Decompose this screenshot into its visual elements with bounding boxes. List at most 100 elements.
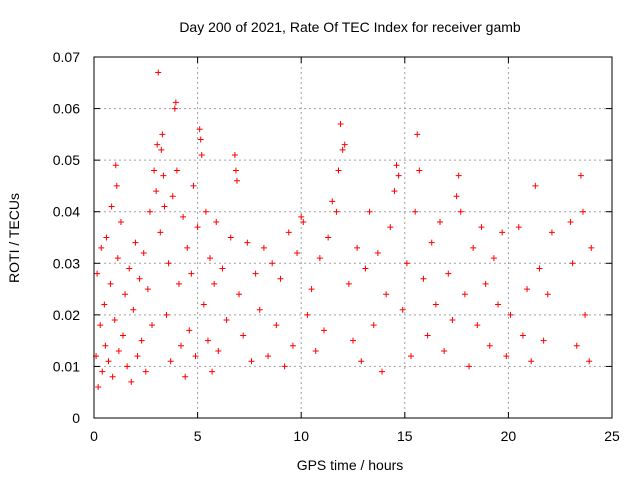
- data-point: [478, 224, 485, 231]
- data-point: [588, 244, 595, 251]
- data-point: [157, 229, 164, 236]
- data-point: [341, 141, 348, 148]
- data-point: [130, 306, 137, 313]
- data-point: [399, 306, 406, 313]
- grid-lines: [94, 57, 612, 418]
- chart-title: Day 200 of 2021, Rate Of TEC Index for r…: [179, 19, 521, 35]
- data-point: [109, 373, 116, 380]
- x-tick-label: 25: [604, 428, 620, 444]
- data-point: [140, 249, 147, 256]
- data-point: [120, 332, 127, 339]
- data-point: [486, 342, 493, 349]
- data-point: [149, 322, 156, 329]
- data-point: [499, 229, 506, 236]
- data-point: [105, 358, 112, 365]
- data-point: [495, 301, 502, 308]
- data-point: [248, 358, 255, 365]
- data-point: [412, 208, 419, 215]
- data-point: [490, 255, 497, 262]
- data-point: [165, 260, 172, 267]
- y-tick-label: 0: [72, 410, 80, 426]
- data-point: [103, 234, 110, 241]
- data-point: [240, 332, 247, 339]
- data-point: [567, 219, 574, 226]
- data-point: [414, 131, 421, 138]
- data-point: [441, 347, 448, 354]
- data-point: [200, 301, 207, 308]
- data-point: [124, 363, 131, 370]
- data-point: [180, 213, 187, 220]
- data-point: [213, 219, 220, 226]
- data-point: [128, 378, 135, 385]
- data-point: [437, 219, 444, 226]
- data-point: [432, 301, 439, 308]
- data-point: [111, 317, 118, 324]
- data-point: [374, 249, 381, 256]
- data-point: [108, 203, 115, 210]
- data-point: [269, 260, 276, 267]
- y-tick-label: 0.06: [53, 101, 80, 117]
- data-point: [167, 358, 174, 365]
- x-tick-label: 15: [397, 428, 413, 444]
- data-point: [582, 311, 589, 318]
- data-point: [337, 121, 344, 128]
- data-point: [424, 332, 431, 339]
- data-point: [393, 162, 400, 169]
- data-point: [329, 198, 336, 205]
- data-point: [379, 368, 386, 375]
- data-point: [298, 213, 305, 220]
- data-point: [112, 162, 119, 169]
- data-point: [366, 208, 373, 215]
- data-point: [507, 311, 514, 318]
- data-point: [383, 291, 390, 298]
- data-point: [408, 353, 415, 360]
- data-point: [115, 347, 122, 354]
- data-point: [207, 255, 214, 262]
- data-point: [362, 265, 369, 272]
- data-point: [178, 342, 185, 349]
- data-point: [113, 182, 120, 189]
- data-point: [211, 280, 218, 287]
- data-point: [449, 317, 456, 324]
- data-point: [482, 280, 489, 287]
- y-axis-label: ROTI / TECUs: [6, 193, 22, 283]
- data-point: [445, 270, 452, 277]
- data-point: [466, 363, 473, 370]
- data-point: [536, 265, 543, 272]
- data-point: [231, 151, 238, 158]
- data-point: [320, 327, 327, 334]
- data-point: [232, 167, 239, 174]
- data-point: [223, 317, 230, 324]
- data-point: [577, 172, 584, 179]
- data-point: [289, 342, 296, 349]
- x-tick-label: 10: [293, 428, 309, 444]
- data-point: [395, 172, 402, 179]
- data-point: [94, 270, 101, 277]
- data-point: [335, 167, 342, 174]
- data-point: [300, 219, 307, 226]
- data-point: [196, 126, 203, 133]
- data-point: [173, 167, 180, 174]
- data-point: [256, 306, 263, 313]
- data-point: [154, 141, 161, 148]
- y-tick-label: 0.05: [53, 152, 80, 168]
- data-point: [358, 358, 365, 365]
- data-point: [281, 363, 288, 370]
- data-point: [428, 239, 435, 246]
- data-point: [102, 342, 109, 349]
- data-point: [403, 260, 410, 267]
- data-point: [579, 208, 586, 215]
- data-point: [114, 255, 121, 262]
- data-point: [169, 193, 176, 200]
- data-point: [122, 291, 129, 298]
- data-point: [312, 347, 319, 354]
- data-point: [192, 353, 199, 360]
- data-point: [515, 224, 522, 231]
- data-point: [138, 337, 145, 344]
- data-point: [190, 182, 197, 189]
- data-point: [186, 327, 193, 334]
- data-point: [188, 270, 195, 277]
- axis-ticks: 0 5 10 15 20 25 0 0.01 0.02 0.03 0.04 0.05 0.06 0.07: [53, 49, 620, 444]
- data-point: [416, 167, 423, 174]
